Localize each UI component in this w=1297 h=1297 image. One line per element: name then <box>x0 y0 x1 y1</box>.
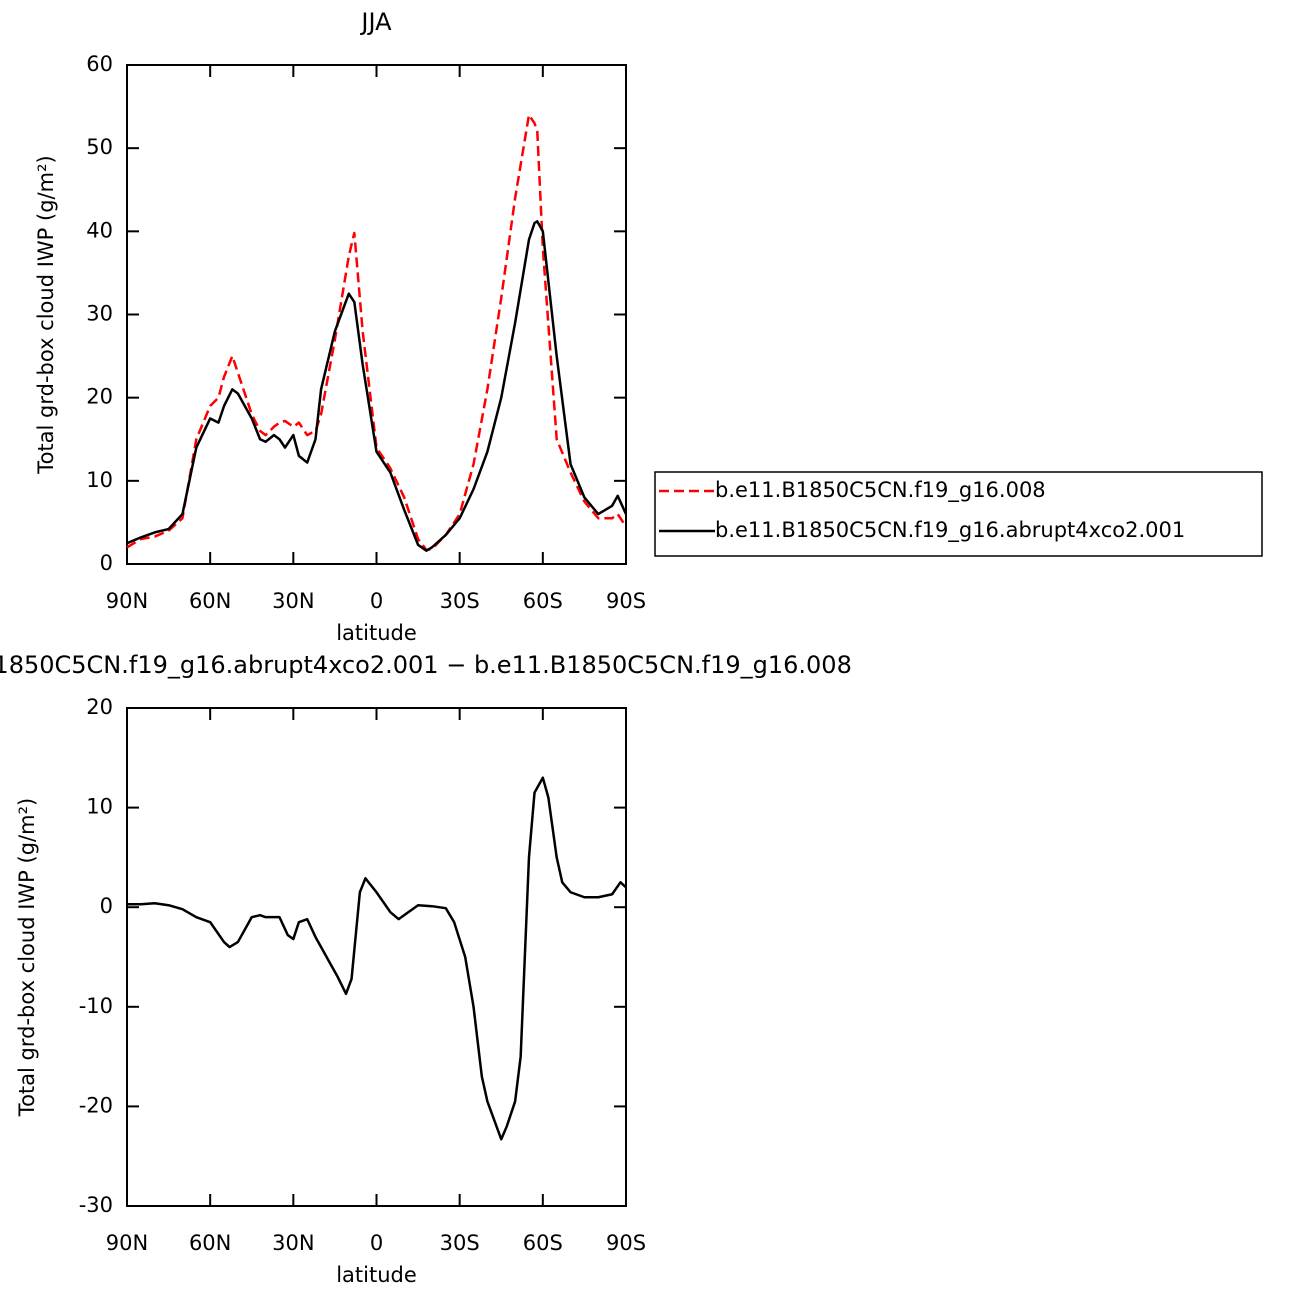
y-tick-label: 20 <box>86 385 113 409</box>
x-tick-label: 60N <box>189 589 231 613</box>
x-tick-label: 60S <box>523 1231 563 1255</box>
x-tick-label: 30S <box>440 1231 480 1255</box>
chart-title: JJA <box>359 8 392 36</box>
y-tick-label: 20 <box>86 695 113 719</box>
x-tick-label: 90S <box>606 589 646 613</box>
plot-frame <box>126 707 627 1207</box>
y-tick-label: 40 <box>86 218 113 242</box>
x-tick-label: 90N <box>106 1231 148 1255</box>
y-tick-label: 30 <box>86 302 113 326</box>
x-tick-label: 0 <box>370 1231 383 1255</box>
data-line <box>127 776 627 1141</box>
y-tick-label: 0 <box>100 894 113 918</box>
y-tick-label: 60 <box>86 52 113 76</box>
plot-frame <box>126 64 627 565</box>
chart-title: b.e11.B1850C5CN.f19_g16.abrupt4xco2.001 … <box>0 651 852 679</box>
x-tick-label: 90S <box>606 1231 646 1255</box>
legend-label: b.e11.B1850C5CN.f19_g16.abrupt4xco2.001 <box>715 518 1185 543</box>
x-tick-label: 30N <box>272 589 314 613</box>
x-tick-label: 30S <box>440 589 480 613</box>
x-axis-label: latitude <box>336 1263 417 1287</box>
y-tick-label: -10 <box>79 994 113 1018</box>
y-tick-label: -20 <box>79 1093 113 1117</box>
data-line <box>126 220 628 552</box>
legend-label: b.e11.B1850C5CN.f19_g16.008 <box>715 478 1046 503</box>
legend-box <box>654 471 1263 557</box>
x-axis-label: latitude <box>336 621 417 645</box>
x-tick-label: 60S <box>523 589 563 613</box>
x-tick-label: 30N <box>272 1231 314 1255</box>
y-tick-label: -30 <box>79 1193 113 1217</box>
y-tick-label: 0 <box>100 551 113 575</box>
x-tick-label: 90N <box>106 589 148 613</box>
y-tick-label: 50 <box>86 135 113 159</box>
y-tick-label: 10 <box>86 795 113 819</box>
y-axis-label: Total grd-box cloud IWP (g/m²) <box>15 798 39 1117</box>
x-tick-label: 0 <box>370 589 383 613</box>
x-tick-label: 60N <box>189 1231 231 1255</box>
data-line <box>126 113 628 552</box>
y-tick-label: 10 <box>86 468 113 492</box>
y-axis-label: Total grd-box cloud IWP (g/m²) <box>34 155 58 474</box>
